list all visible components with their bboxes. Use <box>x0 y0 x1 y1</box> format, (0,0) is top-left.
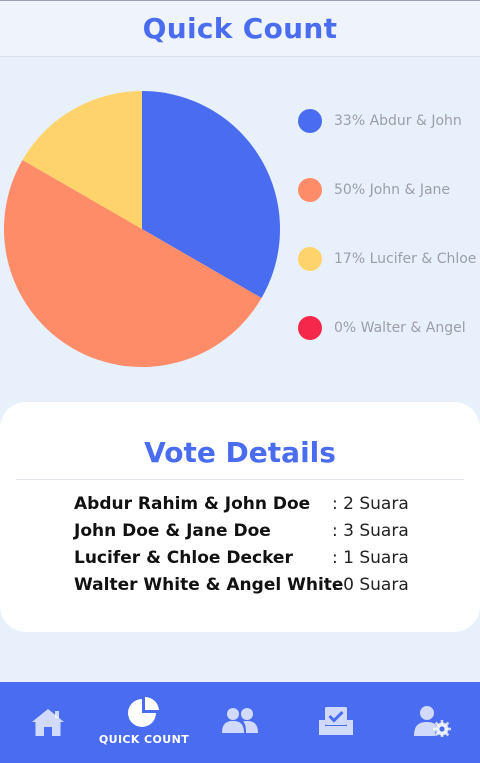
legend-swatch <box>298 247 322 271</box>
bottom-navigation: QUICK COUNT <box>0 682 480 763</box>
status-bar-line <box>0 0 480 1</box>
vote-count: : 1 Suara <box>332 547 409 568</box>
candidate-name: Lucifer & Chloe Decker <box>74 547 293 568</box>
legend-swatch <box>298 316 322 340</box>
legend-item: 50% John & Jane <box>298 178 450 202</box>
legend-label: 50% John & Jane <box>334 182 451 198</box>
legend-item: 0% Walter & Angel <box>298 316 466 340</box>
vote-row: Walter White & Angel White : 0 Suara <box>74 571 409 598</box>
divider <box>16 479 464 480</box>
nav-quick-count[interactable]: QUICK COUNT <box>96 682 192 763</box>
pie-chart-section: 33% Abdur & John 50% John & Jane 17% Luc… <box>0 58 480 398</box>
page-title: Quick Count <box>142 12 338 45</box>
nav-settings[interactable] <box>384 682 480 763</box>
legend-item: 33% Abdur & John <box>298 109 462 133</box>
vote-count: : 3 Suara <box>332 520 409 541</box>
legend-item: 17% Lucifer & Chloe <box>298 247 476 271</box>
candidate-name: Walter White & Angel White <box>74 574 344 595</box>
app-header: Quick Count <box>0 1 480 57</box>
vote-details-card: Vote Details Abdur Rahim & John Doe : 2 … <box>0 402 480 632</box>
candidate-name: John Doe & Jane Doe <box>74 520 271 541</box>
legend-label: 33% Abdur & John <box>334 113 462 129</box>
ballot-box-icon <box>319 707 353 735</box>
pie-slice <box>142 91 280 298</box>
vote-count: : 2 Suara <box>332 493 409 514</box>
nav-vote[interactable] <box>288 682 384 763</box>
pie-slice <box>3 160 262 367</box>
nav-label: QUICK COUNT <box>98 733 190 746</box>
vote-row: Abdur Rahim & John Doe : 2 Suara <box>74 490 409 517</box>
legend-label: 0% Walter & Angel <box>334 320 466 336</box>
pie-chart <box>3 91 280 367</box>
users-icon <box>222 708 258 733</box>
vote-row: John Doe & Jane Doe : 3 Suara <box>74 517 409 544</box>
user-settings-icon <box>414 706 451 737</box>
pie-slice <box>22 91 142 229</box>
pie-chart-icon <box>128 696 159 727</box>
legend-swatch <box>298 109 322 133</box>
legend-swatch <box>298 178 322 202</box>
nav-candidates[interactable] <box>192 682 288 763</box>
nav-home[interactable] <box>0 682 96 763</box>
candidate-name: Abdur Rahim & John Doe <box>74 493 311 514</box>
home-icon <box>32 709 64 736</box>
vote-details-title: Vote Details <box>144 436 336 469</box>
vote-count: : 0 Suara <box>332 574 409 595</box>
legend-label: 17% Lucifer & Chloe <box>334 251 477 267</box>
vote-details-list: Abdur Rahim & John Doe : 2 Suara John Do… <box>74 490 409 598</box>
vote-row: Lucifer & Chloe Decker : 1 Suara <box>74 544 409 571</box>
